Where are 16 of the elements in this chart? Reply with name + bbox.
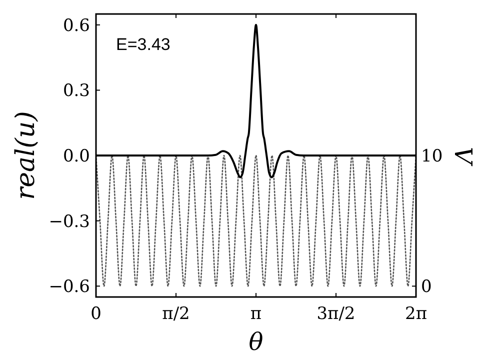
x-tick-label: 2π <box>405 304 427 324</box>
y-tick-label: 0.0 <box>62 146 90 166</box>
y-tick-label: 0.6 <box>62 16 90 36</box>
x-tick-label: π <box>250 304 262 324</box>
y2-axis-title: V <box>449 146 477 167</box>
y2-tick-label: 10 <box>421 146 443 166</box>
y2-tick-label: 0 <box>421 277 432 298</box>
y-tick-label: −0.6 <box>48 277 90 298</box>
x-tick-label: 0 <box>90 304 102 324</box>
y-axis-title: real(u) <box>11 111 41 200</box>
y-tick-label: −0.3 <box>48 212 90 232</box>
x-tick-label: π/2 <box>162 304 190 324</box>
x-tick-label: 3π/2 <box>316 304 356 324</box>
y-tick-label: 0.3 <box>62 81 90 102</box>
x-axis-title: θ <box>248 328 264 356</box>
annotation: E=3.43 <box>116 35 170 54</box>
